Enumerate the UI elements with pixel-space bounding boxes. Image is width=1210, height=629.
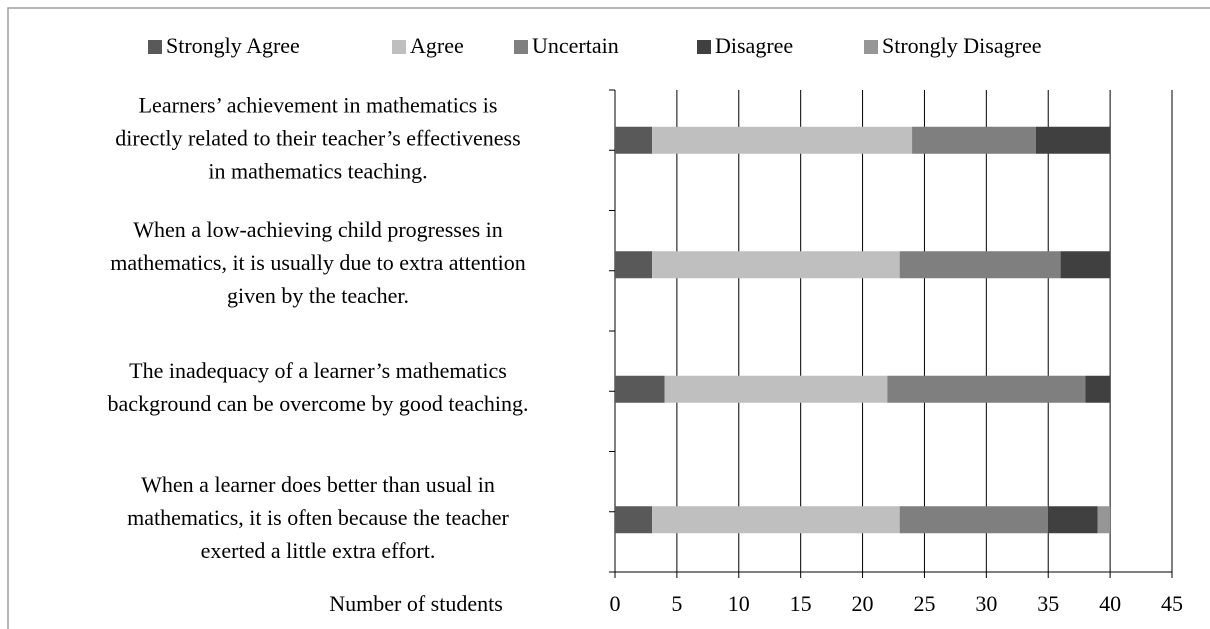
bar-segment <box>652 251 900 279</box>
x-tick-label: 35 <box>1037 591 1059 616</box>
legend-swatch <box>697 40 711 54</box>
bar-segment <box>615 506 653 534</box>
bar-segment <box>615 251 653 279</box>
bar-segment <box>615 126 653 154</box>
x-tick-label: 30 <box>975 591 997 616</box>
legend-swatch <box>392 40 406 54</box>
bar-segment <box>899 506 1049 534</box>
x-tick-label: 25 <box>913 591 935 616</box>
legend-swatch <box>864 40 878 54</box>
bar-segment <box>887 375 1086 403</box>
y-tick-label: directly related to their teacher’s effe… <box>115 125 520 150</box>
x-axis-label: Number of students <box>329 591 503 616</box>
chart-frame <box>7 7 1210 629</box>
bar-segment <box>1097 506 1111 534</box>
bar-segment <box>1085 375 1111 403</box>
bar-segment <box>899 251 1061 279</box>
x-tick-label: 15 <box>790 591 812 616</box>
y-tick-label: When a learner does better than usual in <box>141 472 495 497</box>
x-tick-label: 40 <box>1099 591 1121 616</box>
y-tick-label: in mathematics teaching. <box>208 158 427 183</box>
x-tick-label: 45 <box>1161 591 1183 616</box>
x-tick-label: 0 <box>610 591 621 616</box>
y-tick-label: The inadequacy of a learner’s mathematic… <box>129 358 507 383</box>
legend-label: Strongly Agree <box>166 33 300 58</box>
y-tick-label: mathematics, it is often because the tea… <box>127 505 509 530</box>
x-tick-label: 10 <box>728 591 750 616</box>
legend-swatch <box>514 40 528 54</box>
y-tick-label: Learners’ achievement in mathematics is <box>139 92 498 117</box>
legend-label: Uncertain <box>532 33 619 58</box>
bar-segment <box>664 375 888 403</box>
bar-segment <box>1035 126 1111 154</box>
legend-label: Strongly Disagree <box>882 33 1041 58</box>
bar-segment <box>1048 506 1098 534</box>
bar-segment <box>1060 251 1111 279</box>
legend-label: Agree <box>410 33 464 58</box>
legend-swatch <box>148 40 162 54</box>
x-tick-label: 20 <box>852 591 874 616</box>
bar-segment <box>912 126 1036 154</box>
bar-segment <box>652 126 913 154</box>
legend-label: Disagree <box>715 33 793 58</box>
y-tick-label: exerted a little extra effort. <box>201 538 436 563</box>
y-tick-label: When a low-achieving child progresses in <box>133 217 503 242</box>
x-tick-label: 5 <box>671 591 682 616</box>
bar-segment <box>615 375 665 403</box>
y-tick-label: mathematics, it is usually due to extra … <box>110 250 525 275</box>
bar-segment <box>652 506 900 534</box>
y-tick-label: given by the teacher. <box>227 283 409 308</box>
y-tick-label: background can be overcome by good teach… <box>108 391 529 416</box>
